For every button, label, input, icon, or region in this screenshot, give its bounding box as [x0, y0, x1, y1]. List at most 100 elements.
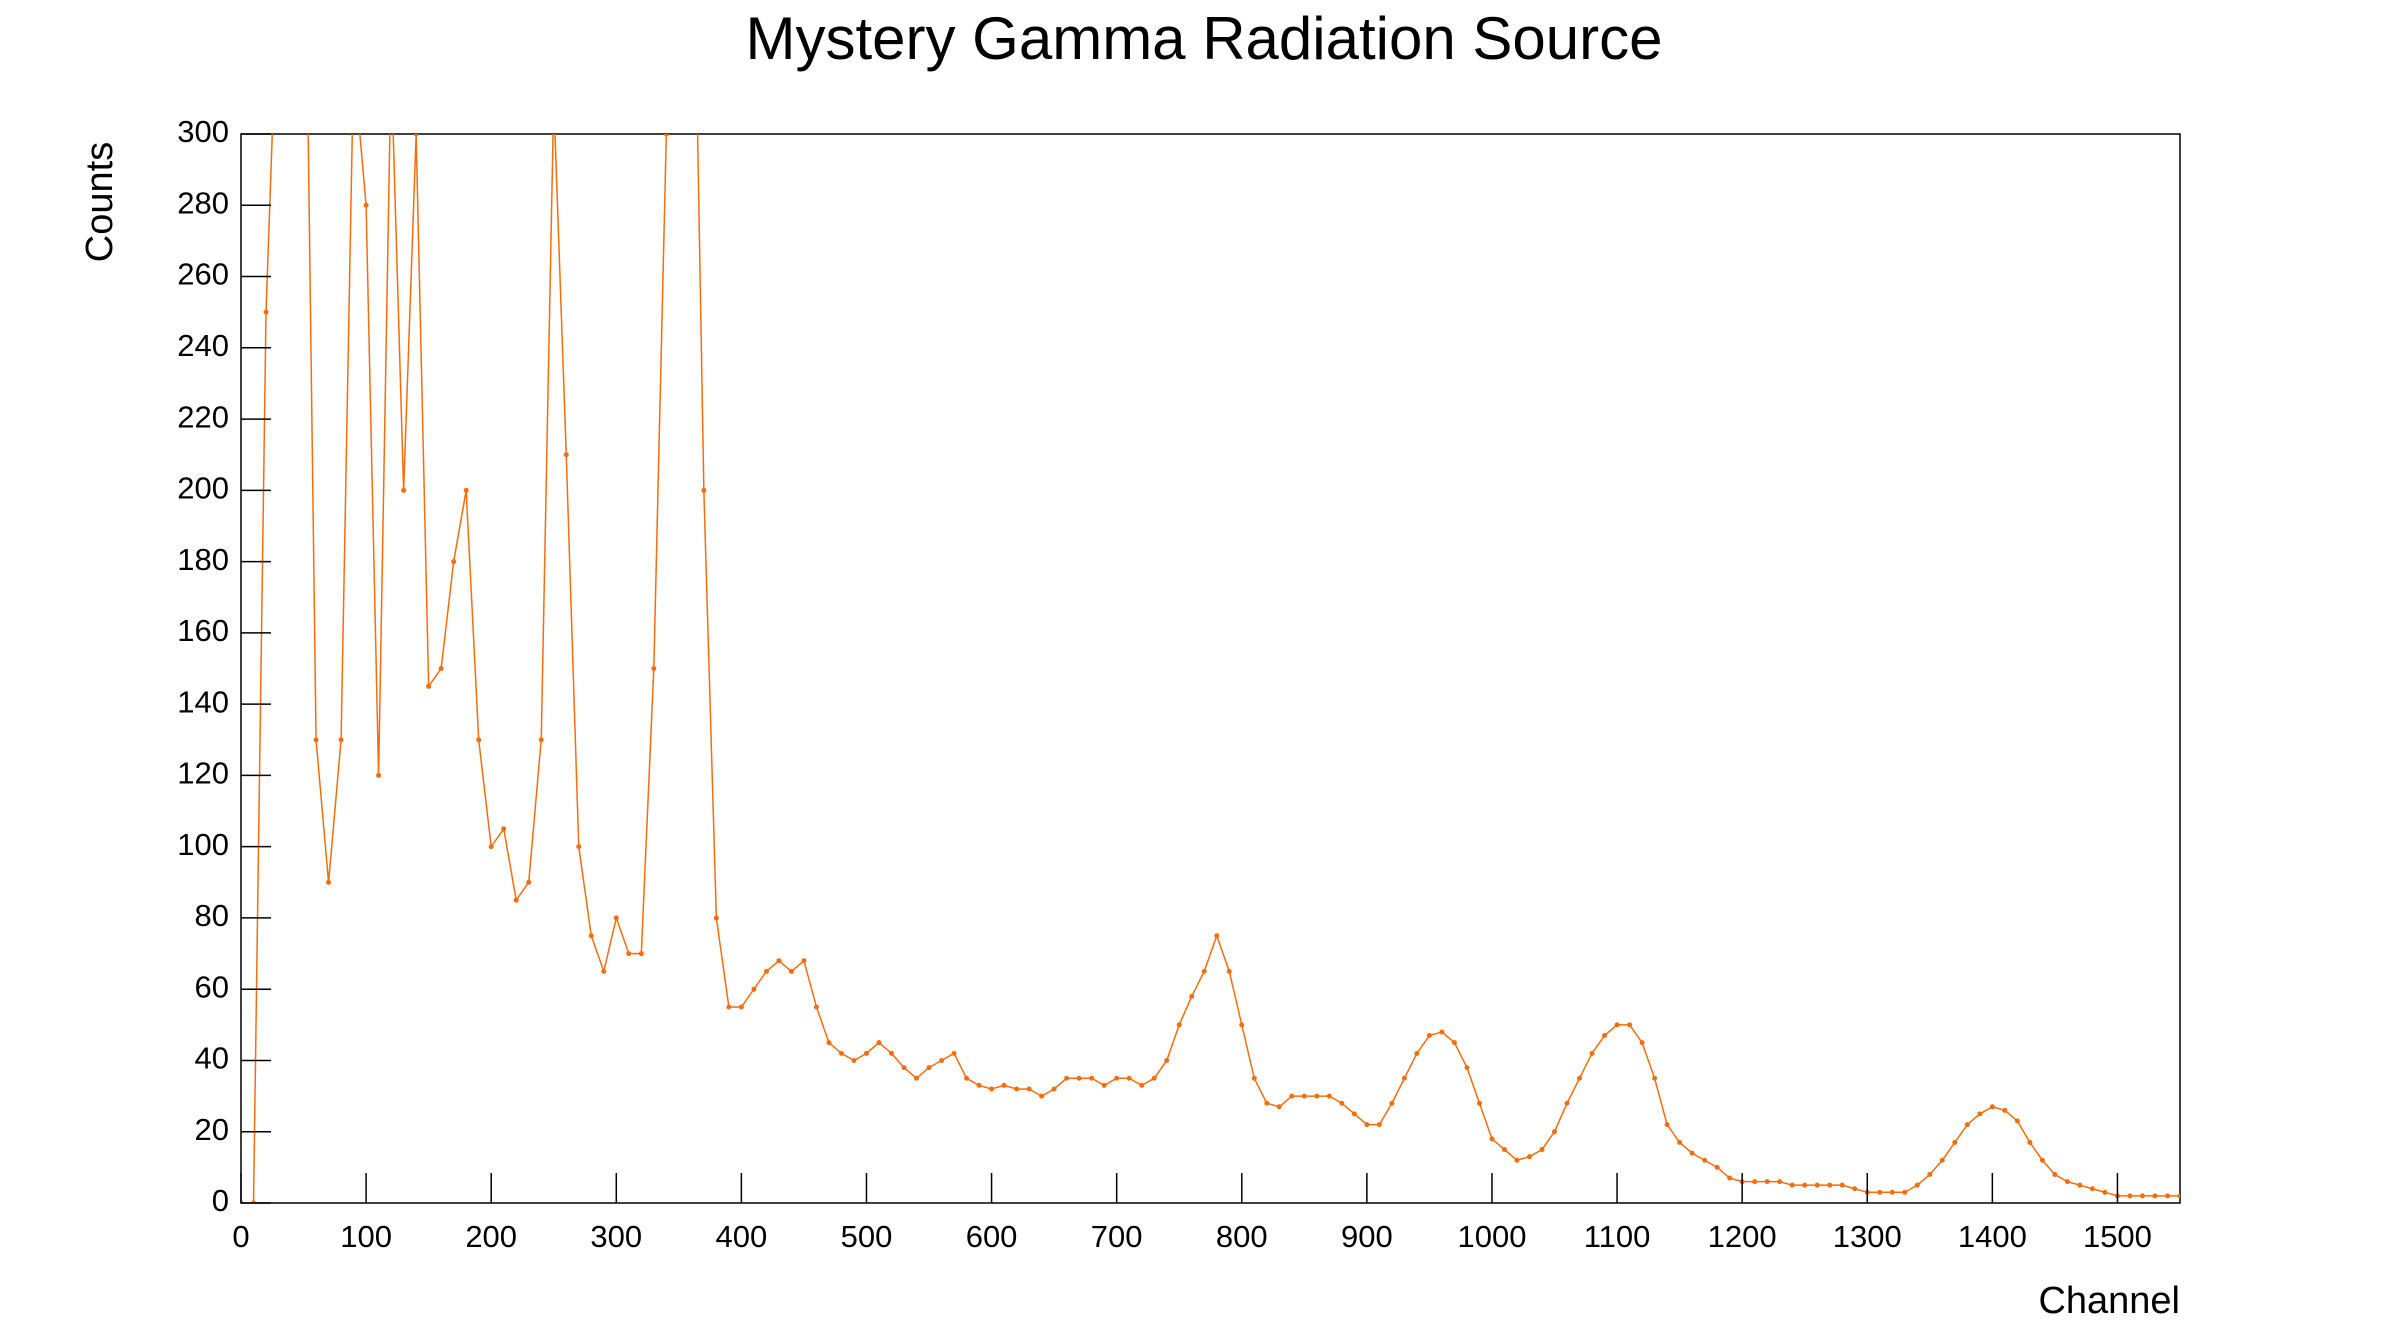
data-point	[1276, 1104, 1282, 1110]
data-point	[1289, 1093, 1295, 1099]
data-point	[1714, 1164, 1720, 1170]
data-point	[976, 1082, 982, 1088]
data-point	[1226, 968, 1232, 974]
y-tick-label: 20	[195, 1112, 229, 1147]
data-point	[851, 1057, 857, 1063]
data-point	[438, 666, 444, 671]
data-point	[1652, 1075, 1658, 1081]
data-point	[2039, 1157, 2045, 1163]
x-axis-title: Channel	[2038, 1280, 2180, 1322]
y-tick-label: 80	[195, 898, 229, 933]
y-tick-label: 180	[177, 542, 229, 577]
data-point	[1639, 1040, 1645, 1046]
data-point	[763, 968, 769, 974]
data-point	[1014, 1086, 1020, 1092]
data-point	[1839, 1182, 1845, 1188]
data-point	[1827, 1182, 1833, 1188]
data-point	[1814, 1182, 1820, 1188]
y-tick-label: 100	[177, 827, 229, 862]
data-point	[1877, 1189, 1883, 1195]
y-tick-label: 0	[212, 1183, 229, 1218]
data-point	[1727, 1175, 1733, 1181]
x-tick-label: 1500	[2083, 1219, 2152, 1254]
data-point	[989, 1086, 995, 1092]
data-point	[863, 1050, 869, 1056]
data-point	[926, 1065, 932, 1071]
data-point	[1201, 968, 1207, 974]
x-tick-label: 400	[716, 1219, 768, 1254]
data-point	[1564, 1100, 1570, 1106]
x-tick-label: 300	[590, 1219, 642, 1254]
data-point	[1339, 1100, 1345, 1106]
data-point	[1964, 1122, 1970, 1128]
y-tick-label: 120	[177, 756, 229, 791]
data-point	[2014, 1118, 2020, 1124]
data-point	[1314, 1093, 1320, 1099]
data-point	[1852, 1186, 1858, 1192]
data-point	[389, 60, 394, 65]
x-tick-label: 1300	[1833, 1219, 1902, 1254]
x-tick-label: 800	[1216, 1219, 1268, 1254]
data-point	[1164, 1057, 1170, 1063]
data-point	[1476, 1100, 1482, 1106]
data-point	[576, 844, 582, 850]
data-point	[526, 879, 532, 885]
data-point	[401, 487, 407, 493]
y-tick-label: 200	[177, 471, 229, 506]
data-point	[788, 968, 794, 974]
data-point	[1051, 1086, 1057, 1092]
data-point	[501, 826, 507, 832]
data-point	[1589, 1050, 1595, 1056]
data-point	[2102, 1189, 2108, 1195]
data-point	[1464, 1065, 1470, 1071]
data-point	[601, 968, 607, 974]
data-point	[1977, 1111, 1983, 1117]
data-point	[338, 737, 344, 743]
data-point	[1439, 1029, 1445, 1035]
data-point	[1151, 1075, 1157, 1081]
data-point	[713, 915, 719, 921]
data-point	[1364, 1122, 1370, 1128]
plot-area	[241, 60, 2180, 1203]
data-point	[751, 986, 757, 992]
data-point	[939, 1057, 945, 1063]
data-point	[1376, 1122, 1382, 1128]
x-tick-label: 200	[465, 1219, 517, 1254]
data-point	[376, 772, 382, 778]
data-point	[2139, 1193, 2145, 1199]
data-point	[1627, 1022, 1633, 1028]
data-point	[588, 933, 594, 939]
data-point	[1089, 1075, 1095, 1081]
data-point	[1952, 1139, 1958, 1145]
data-point	[1677, 1139, 1683, 1145]
y-tick-label: 60	[195, 969, 229, 1004]
data-point	[1664, 1122, 1670, 1128]
data-point	[1614, 1022, 1620, 1028]
data-point	[738, 1004, 744, 1010]
x-tick-label: 1100	[1584, 1219, 1651, 1254]
data-point	[1301, 1093, 1307, 1099]
data-point	[776, 958, 782, 964]
data-point	[1064, 1075, 1070, 1081]
data-point	[1414, 1050, 1420, 1056]
data-point	[1539, 1147, 1545, 1153]
data-point	[1139, 1082, 1145, 1088]
data-point	[1514, 1157, 1520, 1163]
data-point	[1001, 1082, 1007, 1088]
x-tick-label: 600	[966, 1219, 1018, 1254]
data-point	[663, 134, 669, 137]
data-point	[889, 1050, 895, 1056]
y-tick-label: 220	[177, 399, 229, 434]
data-point	[901, 1065, 907, 1071]
data-point	[1752, 1179, 1758, 1185]
data-point	[2064, 1179, 2070, 1185]
data-point	[914, 1075, 920, 1081]
data-point	[451, 559, 457, 565]
data-point	[551, 96, 556, 101]
y-tick-label: 140	[177, 684, 229, 719]
x-tick-label: 900	[1341, 1219, 1393, 1254]
data-point	[326, 879, 332, 885]
data-point	[1176, 1022, 1182, 1028]
data-point	[426, 683, 432, 689]
data-point	[1602, 1033, 1608, 1039]
